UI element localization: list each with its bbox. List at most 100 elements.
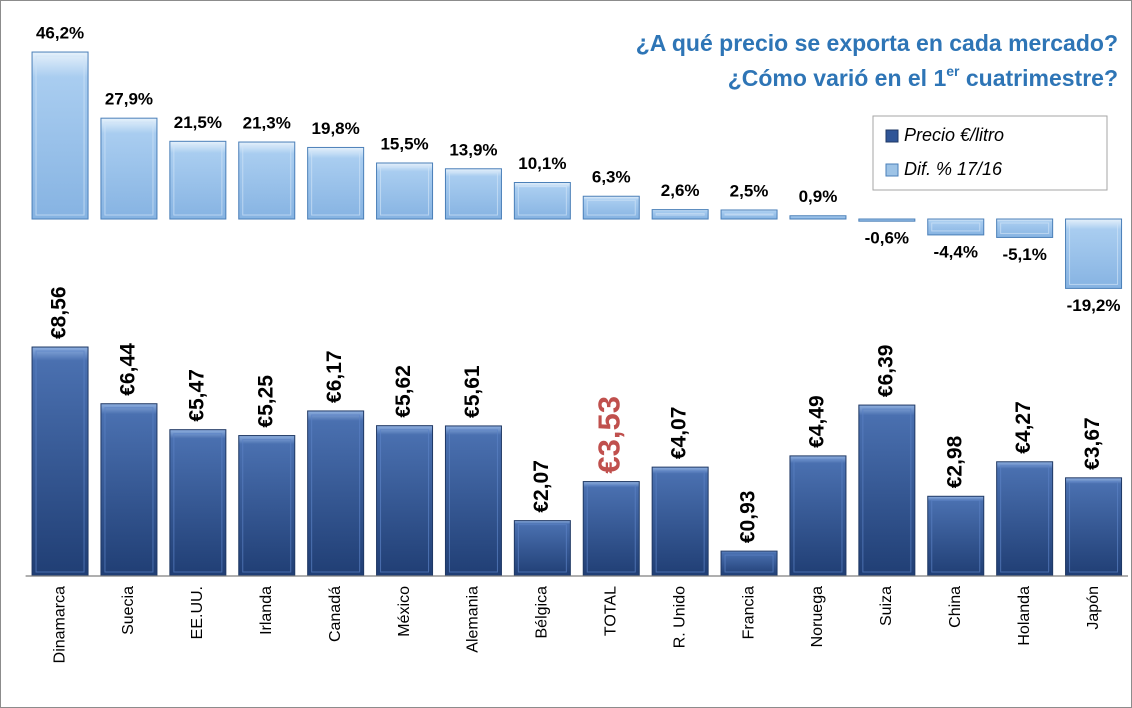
bar-bevel [931,222,981,232]
legend-box [872,115,1108,191]
bar [927,218,985,236]
subtitle-text: cuatrimestre? [959,65,1118,91]
value-label: €3,67 [1081,417,1104,470]
x-tick-label: Francia [740,586,757,639]
value-label: 13,9% [449,140,497,159]
bar-bevel [517,524,567,573]
value-label: €2,07 [530,460,553,513]
value-label: €0,93 [737,491,760,544]
bar [513,182,571,220]
bar [651,209,709,220]
bar [169,140,227,220]
x-tick-label: Canadá [327,586,344,642]
bar-bevel [35,55,85,216]
value-label: 46,2% [36,24,84,43]
x-tick-label: Suiza [878,586,895,626]
value-label: 6,3% [592,168,631,187]
value-label: 2,6% [661,181,700,200]
bar [444,168,502,220]
bar [513,520,571,577]
bar-bevel [242,145,292,216]
value-label: 21,5% [174,113,222,132]
bar-bevel [380,429,430,573]
chart-title: ¿A qué precio se exporta en cada mercado… [636,30,1118,56]
bar [376,425,434,577]
value-label: €6,39 [874,345,897,398]
bar-bevel [448,429,498,573]
value-label: €4,07 [668,407,691,460]
value-label: 10,1% [518,154,566,173]
bar-bevel [793,459,843,573]
bar-bevel [311,414,361,573]
bar-bevel [724,554,774,573]
value-label: 0,9% [799,187,838,206]
x-tick-label: Noruega [809,586,826,647]
x-tick-label: Holanda [1016,586,1033,646]
bar-bevel [931,499,981,573]
bar [238,141,296,220]
bar [789,215,847,220]
legend-swatch [885,129,899,143]
value-label: -4,4% [934,242,978,261]
legend-swatch [885,163,899,177]
x-tick-label: TOTAL [602,586,619,636]
subtitle-sup: er [946,63,960,79]
legend-label: Dif. % 17/16 [904,159,1003,179]
x-tick-label: R. Unido [671,586,688,648]
value-label: €4,49 [805,395,828,448]
bar-bevel [380,166,430,216]
bar-bevel [104,407,154,573]
bar [858,218,916,222]
x-tick-label: Alemania [465,586,482,653]
bar-bevel [862,408,912,573]
bar-bevel [1069,481,1119,573]
bar [789,455,847,577]
value-label: 21,3% [243,114,291,133]
value-label: €6,44 [116,343,139,396]
bar [996,461,1054,577]
value-label: -5,1% [1002,245,1046,264]
bar-bevel [173,144,223,216]
chart-subtitle: ¿Cómo varió en el 1er cuatrimestre? [728,63,1118,91]
bar-bevel [448,172,498,216]
bar [582,481,640,577]
bar-bevel [242,439,292,573]
value-label: 27,9% [105,90,153,109]
value-label: €3,53 [591,396,626,474]
bar [169,429,227,577]
x-tick-label: Dinamarca [51,586,68,663]
value-label: -0,6% [865,229,909,248]
value-label: €5,25 [254,375,277,428]
bar [100,117,158,220]
value-label: €6,17 [323,350,346,403]
x-tick-label: EE.UU. [189,586,206,639]
bar-bevel [655,470,705,573]
value-label: €5,61 [461,365,484,418]
bar [858,404,916,577]
x-tick-label: Suecia [120,586,137,635]
value-label: 19,8% [312,119,360,138]
bar [720,209,778,220]
value-label: 2,5% [730,181,769,200]
value-label: €8,56 [48,286,71,339]
value-label: €5,62 [392,365,415,418]
bar-bevel [35,350,85,573]
x-tick-label: China [947,586,964,628]
value-label: €2,98 [943,435,966,488]
bar [582,195,640,220]
bar [444,425,502,577]
bar [100,403,158,577]
subtitle-text: ¿Cómo varió en el 1 [728,65,947,91]
bar-bevel [1000,465,1050,573]
bar-bevel [517,186,567,216]
bar [927,495,985,577]
bar-bevel [1000,222,1050,234]
bar [238,435,296,577]
bar [1065,218,1123,289]
bar [31,346,89,577]
bar [996,218,1054,238]
bar-bevel [655,213,705,216]
value-label: -19,2% [1067,296,1121,315]
x-tick-label: Japón [1085,586,1102,630]
